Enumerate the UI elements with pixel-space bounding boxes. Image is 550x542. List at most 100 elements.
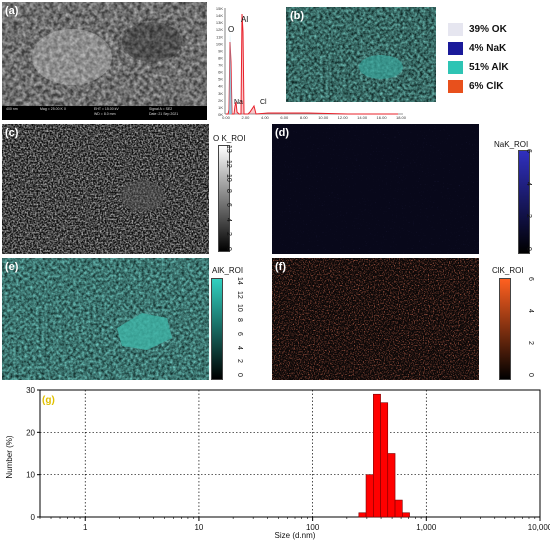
y-axis-label: Number (%) xyxy=(5,435,14,478)
histogram-bar xyxy=(365,474,374,518)
working-distance: WD = 8.0 mm xyxy=(94,112,116,116)
histogram-bar xyxy=(402,512,410,518)
peak-label-o: O xyxy=(228,25,234,34)
colorbar-tick: 2 xyxy=(225,232,232,237)
y-tick-label: 10 xyxy=(26,471,35,480)
colorbar-tick: 13 xyxy=(225,145,232,153)
histogram-bar xyxy=(387,453,396,518)
colorbar-tick: 4 xyxy=(527,309,534,313)
eht: EHT = 15.00 kV xyxy=(94,107,119,111)
x-tick-label: 1,000 xyxy=(416,523,437,532)
y-tick-label: 30 xyxy=(26,386,35,395)
colorbar-tick: 12 xyxy=(236,290,243,299)
panel-label-d: (d) xyxy=(275,127,290,139)
y-tick-label: 20 xyxy=(26,428,35,437)
spectrum-xtick: 2.00 xyxy=(242,115,251,120)
eds-legend: 39% OK 4% NaK 51% AlK 6% ClK xyxy=(448,20,546,96)
spectrum-xtick: 4.00 xyxy=(261,115,270,120)
spectrum-ytick: 15K xyxy=(216,6,223,11)
spectrum-ytick: 4K xyxy=(218,84,223,89)
colorbar-tick: 6 xyxy=(525,149,532,153)
size-distribution-chart: 0 10 20 30 1 10 100 1,000 10,000 (g) Size (d.nm)… xyxy=(5,386,550,540)
panel-label-f: (f) xyxy=(275,261,286,273)
spectrum-xtick: 12.00 xyxy=(338,115,349,120)
colorbar-aluminium xyxy=(211,278,223,380)
colorbar-tick: 0 xyxy=(525,247,532,251)
colorbar-tick: 4 xyxy=(225,217,232,222)
spectrum-xtick: 14.00 xyxy=(357,115,368,120)
spectrum-xtick: 8.00 xyxy=(300,115,309,120)
colorbar-tick: 10 xyxy=(236,304,243,313)
colorbar-tick: 2 xyxy=(525,214,532,219)
sem-image-panel: (a) 400 nm Mag = 25.00 K X EHT = 15.00 k… xyxy=(2,2,207,120)
legend-label: 4% NaK xyxy=(469,43,507,54)
spectrum-ytick: 9K xyxy=(218,48,223,53)
sem-image xyxy=(2,2,207,120)
magnification: Mag = 25.00 K X xyxy=(40,107,67,111)
legend-swatch xyxy=(448,80,463,93)
spectrum-ytick: 11K xyxy=(216,34,223,39)
date: Date :21 Sep 2021 xyxy=(149,112,179,116)
sem-footer: 400 nm Mag = 25.00 K X EHT = 15.00 kV WD… xyxy=(4,107,204,119)
colorbar-sodium xyxy=(518,150,530,254)
colorbar-tick: 8 xyxy=(225,188,232,193)
colorbar-tick: 8 xyxy=(236,318,243,323)
spectrum-ytick: 13K xyxy=(216,20,223,25)
spectrum-ytick: 12K xyxy=(216,27,223,32)
scale-bar-label: 400 nm xyxy=(6,107,18,111)
signal: Signal A = SE2 xyxy=(149,107,173,111)
spectrum-ytick: 10K xyxy=(216,41,223,46)
spectrum-ytick: 7K xyxy=(218,63,223,68)
spectrum-ytick: 6K xyxy=(218,70,223,75)
legend-label: 6% ClK xyxy=(469,81,504,92)
panel-label-e: (e) xyxy=(5,261,19,273)
x-axis-label: Size (d.nm) xyxy=(275,531,316,540)
colorbar-tick: 6 xyxy=(236,331,243,336)
legend-item: 4% NaK xyxy=(448,39,546,58)
roi-label-aluminium: AlK_ROI xyxy=(212,266,244,275)
spectrum-ytick: 2K xyxy=(218,98,223,103)
spectrum-xtick: 18.00 xyxy=(396,115,407,120)
legend-label: 39% OK xyxy=(469,24,507,35)
peak-label-al: Al xyxy=(241,15,248,24)
colorbar-tick: 0 xyxy=(225,247,232,251)
histogram-bar xyxy=(373,393,381,518)
x-tick-label: 10,000 xyxy=(528,523,550,532)
panel-label-b: (b) xyxy=(290,10,305,22)
colorbar-tick: 12 xyxy=(225,159,232,168)
x-tick-label: 100 xyxy=(306,523,320,532)
colorbar-oxygen xyxy=(218,145,230,252)
map-sodium: (d) xyxy=(272,124,479,254)
legend-swatch xyxy=(448,61,463,74)
roi-label-chlorine: ClK_ROI xyxy=(492,266,524,275)
plot-area xyxy=(39,389,541,518)
spectrum-xtick: 6.00 xyxy=(280,115,289,120)
spectrum-xtick: 0.00 xyxy=(222,115,231,120)
spectrum-ytick: 1K xyxy=(218,105,223,110)
spectrum-ytick: 0K xyxy=(218,112,223,117)
legend-item: 51% AlK xyxy=(448,58,546,77)
legend-item: 6% ClK xyxy=(448,77,546,96)
spectrum-ytick: 14K xyxy=(216,13,223,18)
colorbar-tick: 10 xyxy=(225,174,232,182)
panel-label-a: (a) xyxy=(5,5,19,17)
legend-swatch xyxy=(448,23,463,36)
colorbar-tick: 4 xyxy=(236,345,243,350)
colorbar-tick: 0 xyxy=(527,373,534,377)
panel-label-g: (g) xyxy=(42,395,55,406)
spectrum-ytick: 5K xyxy=(218,77,223,82)
map-aluminium: (e) xyxy=(2,258,209,380)
colorbar-tick: 6 xyxy=(225,203,232,208)
panel-label-c: (c) xyxy=(5,127,19,139)
colorbar-tick: 0 xyxy=(236,373,243,377)
spectrum-xtick: 10.00 xyxy=(318,115,329,120)
histogram-bar xyxy=(358,512,367,518)
map-chlorine: (f) xyxy=(272,258,479,380)
roi-label-oxygen: O K_ROI xyxy=(213,134,246,143)
colorbar-tick: 14 xyxy=(236,277,243,285)
roi-label-sodium: NaK_ROI xyxy=(494,140,529,149)
x-tick-label: 1 xyxy=(83,523,88,532)
peak-label-cl: Cl xyxy=(260,99,267,106)
colorbar-tick: 4 xyxy=(525,181,532,186)
y-tick-label: 0 xyxy=(31,513,36,522)
